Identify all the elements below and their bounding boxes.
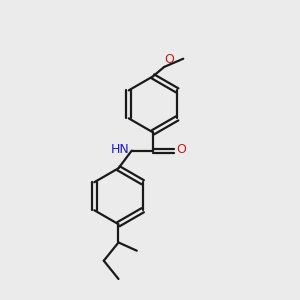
Text: O: O <box>176 142 186 156</box>
Text: HN: HN <box>111 142 129 156</box>
Text: O: O <box>165 53 175 66</box>
